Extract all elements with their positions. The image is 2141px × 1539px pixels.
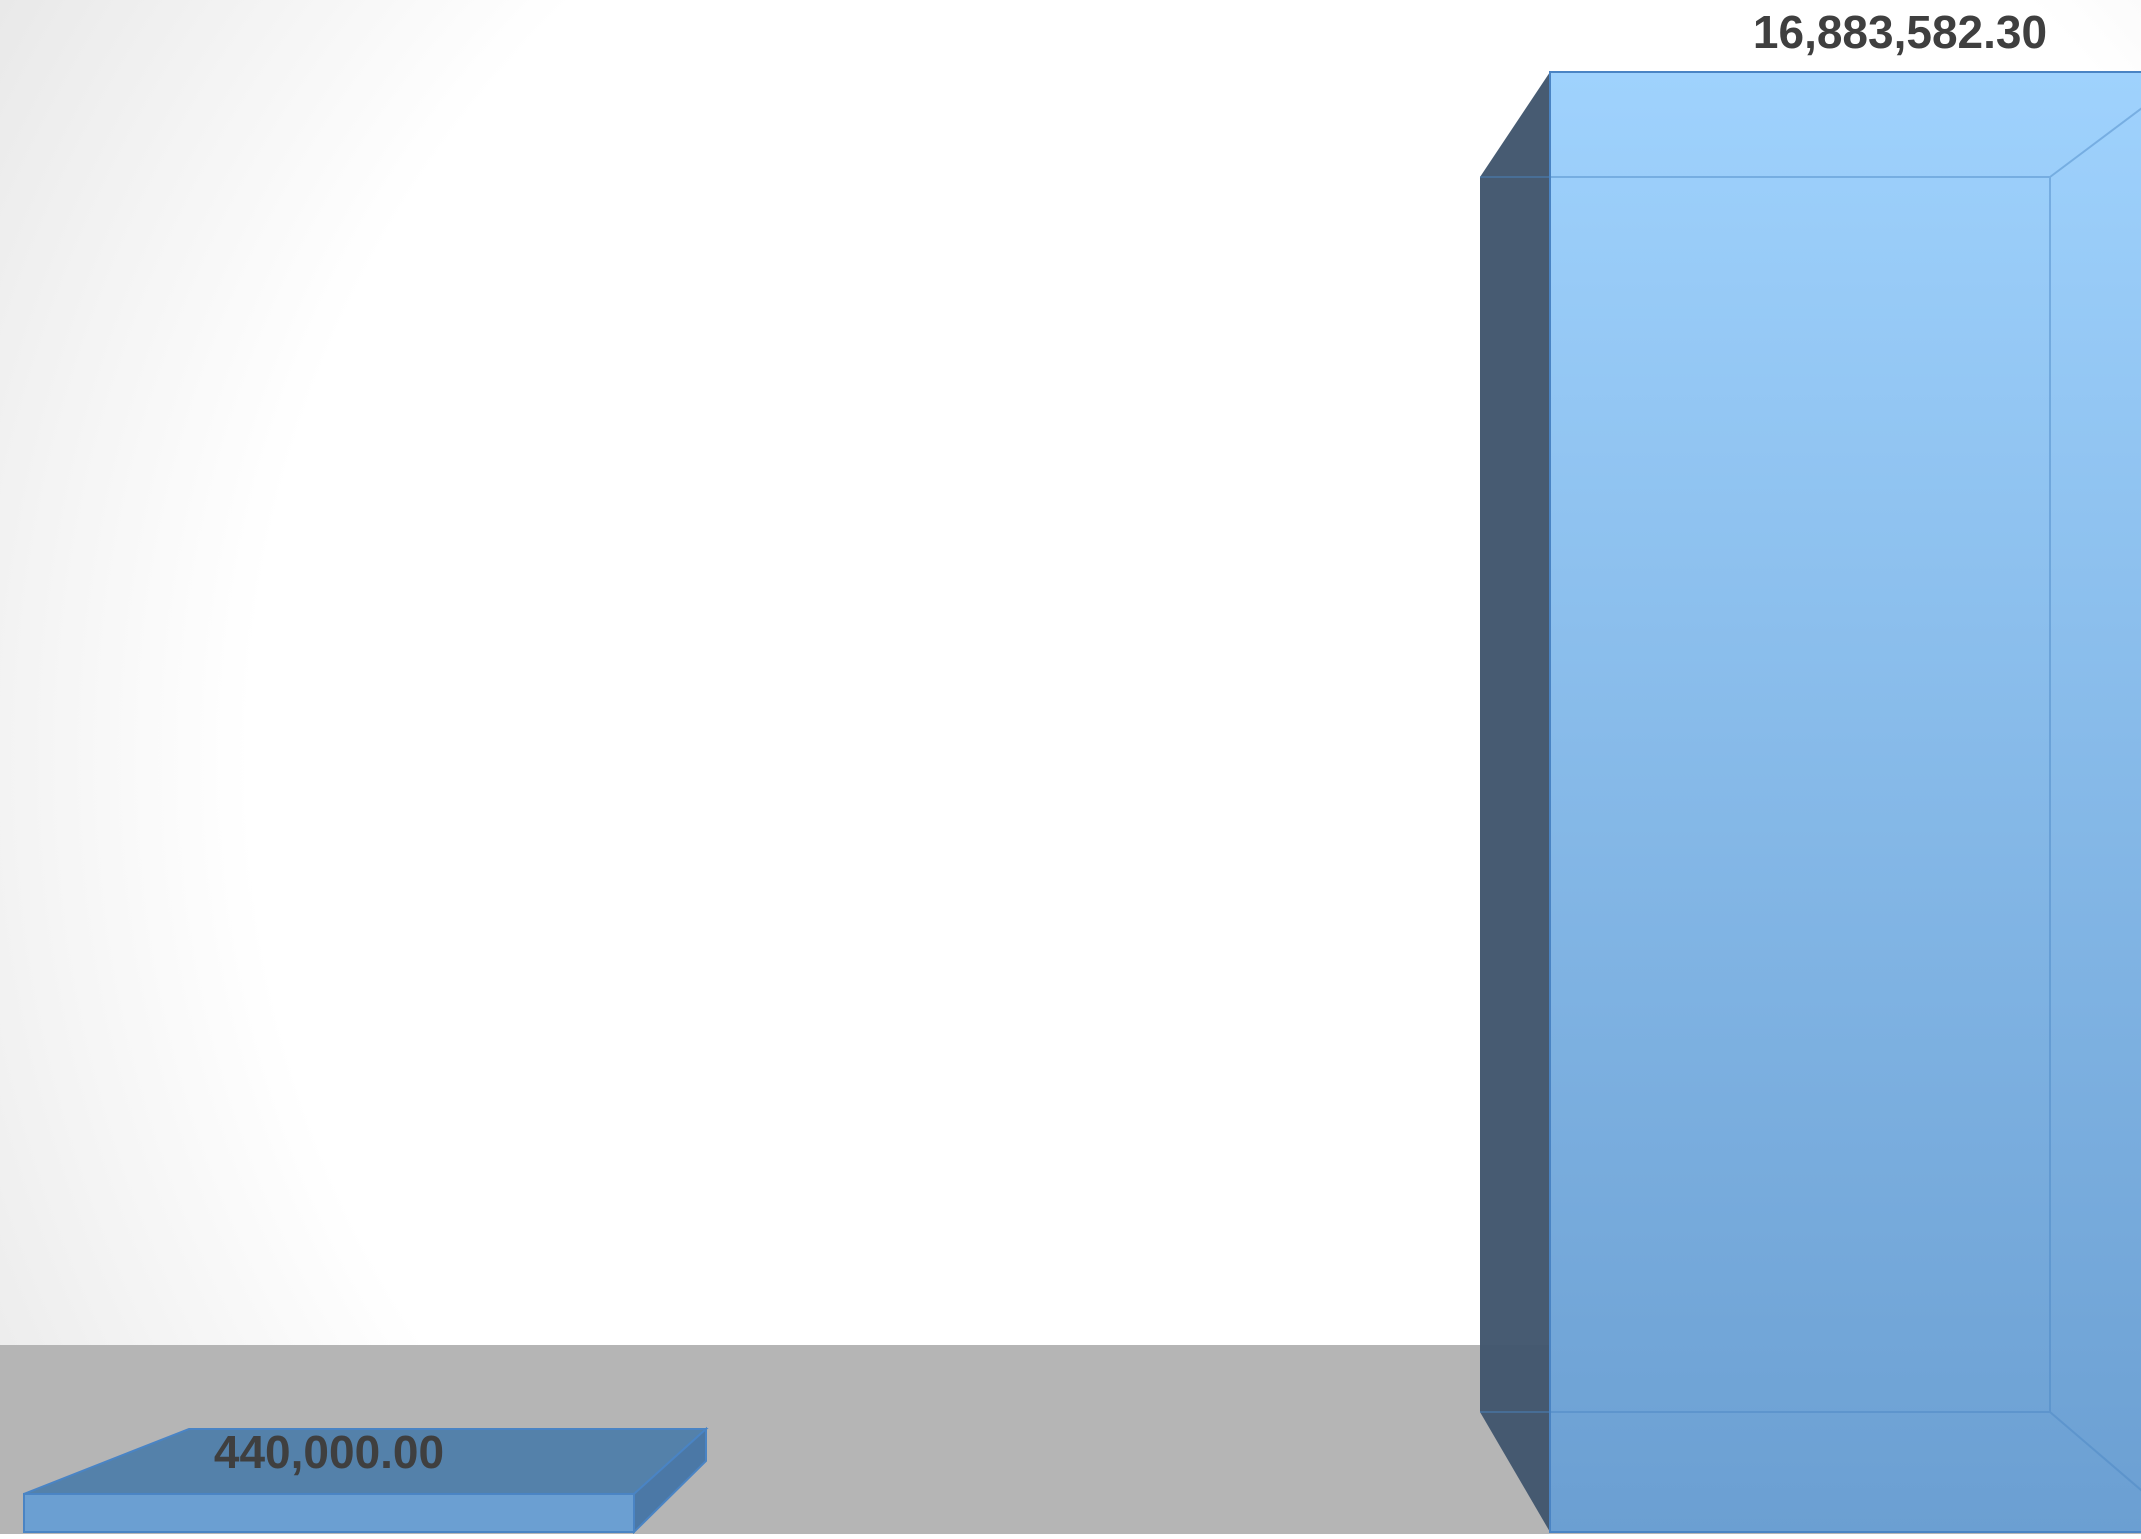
bar-2-front xyxy=(1549,71,2141,1533)
data-label-2: 16,883,582.30 xyxy=(1753,6,2047,58)
bar-2-back-edges xyxy=(1480,107,2141,1492)
bar-2 xyxy=(1480,71,2141,1533)
bar-1 xyxy=(23,1426,709,1535)
bar-2-left-side xyxy=(1480,72,1550,1532)
bar-1-front xyxy=(23,1492,635,1533)
data-label-1: 440,000.00 xyxy=(214,1426,444,1478)
